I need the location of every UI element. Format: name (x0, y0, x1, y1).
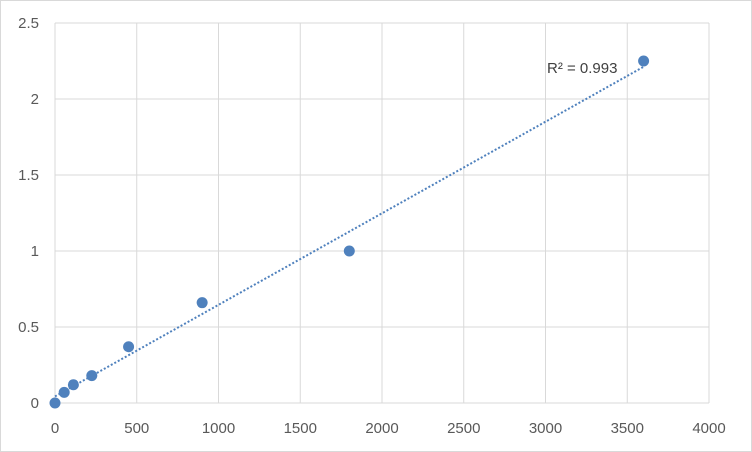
data-point (343, 245, 355, 257)
x-axis-tick-labels: 0 500 1000 1500 2000 2500 3000 3500 4000 (51, 420, 726, 437)
x-tick-label: 0 (51, 420, 59, 437)
y-tick-label: 0.5 (18, 319, 39, 336)
x-tick-label: 2500 (447, 420, 480, 437)
x-tick-label: 3000 (529, 420, 562, 437)
r-squared-label: R² = 0.993 (547, 60, 617, 77)
data-point (638, 55, 650, 67)
x-tick-label: 1500 (284, 420, 317, 437)
x-tick-label: 3500 (611, 420, 644, 437)
data-point (49, 397, 61, 409)
y-tick-label: 1 (31, 243, 39, 260)
data-point (123, 341, 135, 353)
data-points (49, 55, 650, 409)
x-tick-label: 4000 (692, 420, 725, 437)
grid-lines (54, 22, 710, 404)
x-tick-label: 2000 (365, 420, 398, 437)
y-axis-tick-labels: 0 0.5 1 1.5 2 2.5 (18, 15, 39, 412)
data-point (67, 379, 79, 391)
y-tick-label: 2.5 (18, 15, 39, 32)
data-point (86, 370, 98, 382)
x-tick-label: 1000 (202, 420, 235, 437)
trendline (54, 65, 645, 398)
x-tick-label: 500 (124, 420, 149, 437)
y-tick-label: 2 (31, 91, 39, 108)
data-point (196, 297, 208, 309)
y-tick-label: 0 (31, 395, 39, 412)
data-point (58, 386, 70, 398)
y-tick-label: 1.5 (18, 167, 39, 184)
